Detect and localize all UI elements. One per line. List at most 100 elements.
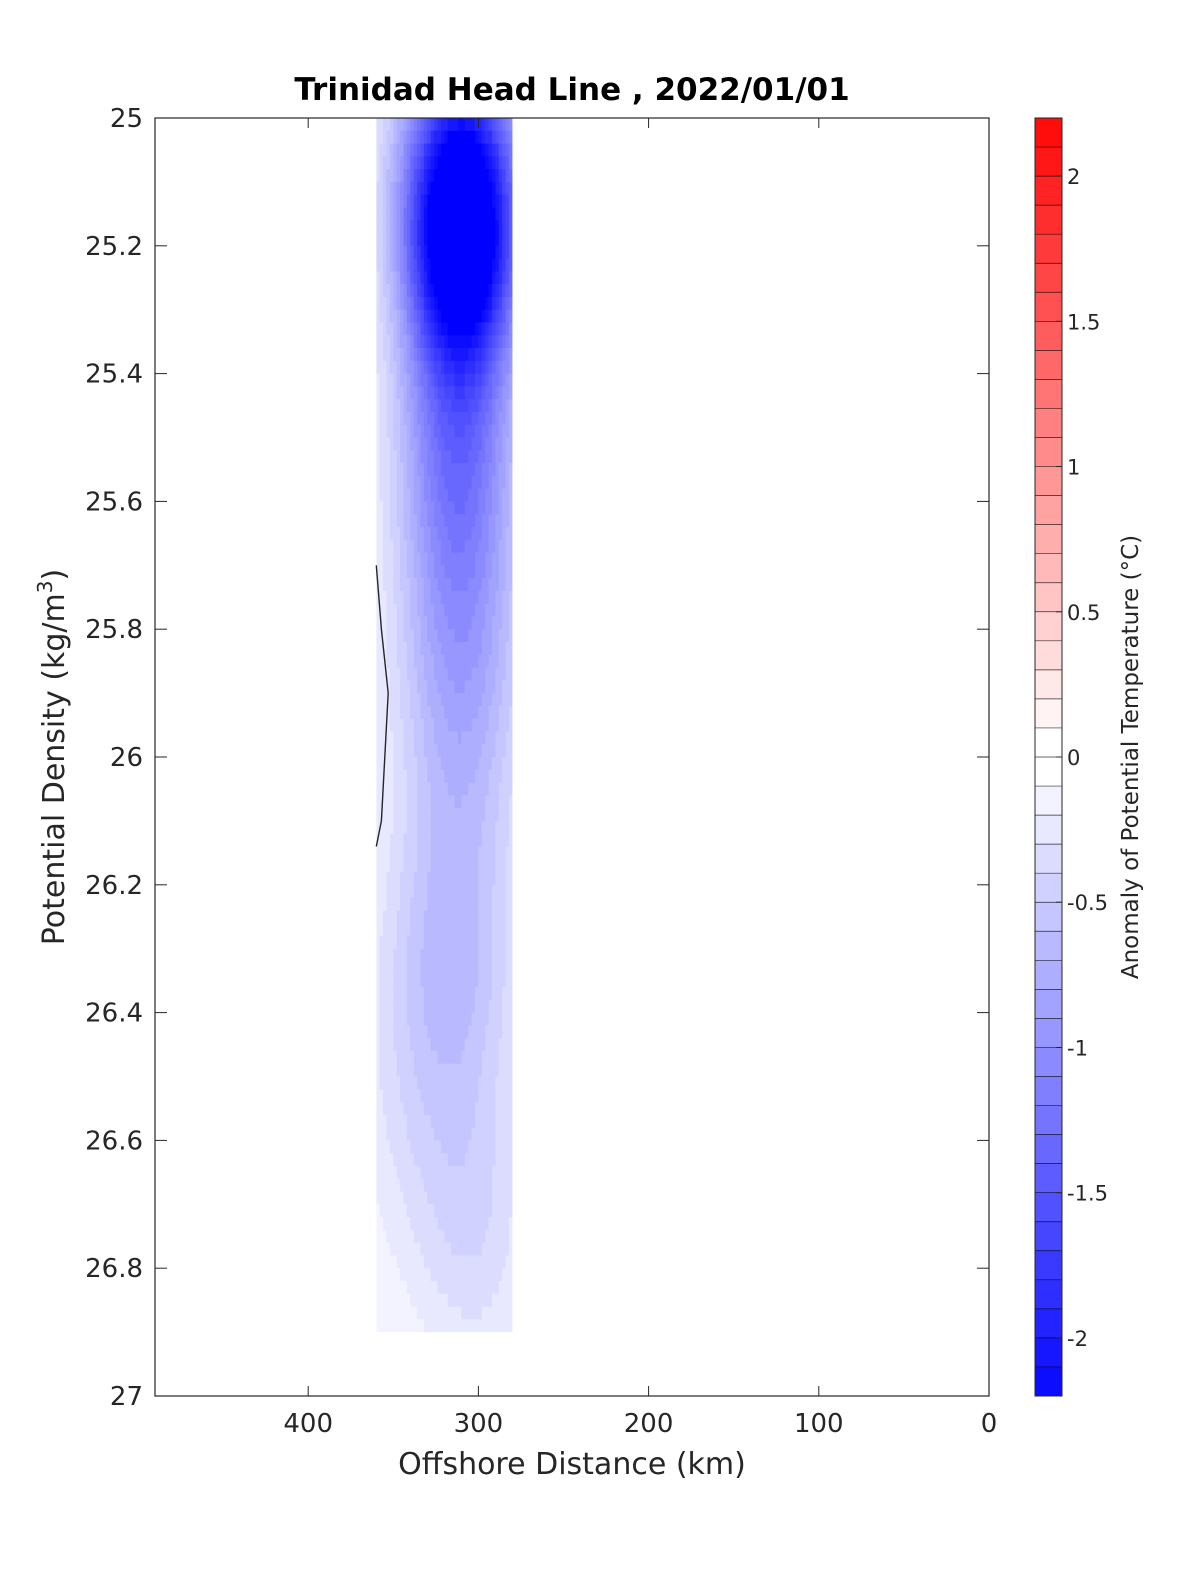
x-tick-label: 100 (794, 1409, 844, 1439)
heatmap-cell (505, 1165, 510, 1180)
heatmap-cell (481, 1025, 486, 1039)
colorbar-swatch (1035, 698, 1062, 729)
heatmap-cell (430, 667, 435, 681)
heatmap-cell (386, 552, 391, 566)
heatmap-cell (376, 271, 381, 285)
heatmap-cell (400, 1280, 405, 1295)
heatmap-cell (471, 897, 476, 911)
heatmap-cell (417, 194, 422, 209)
heatmap-cell (437, 348, 442, 362)
heatmap-cell (468, 935, 473, 950)
heatmap-cell (444, 961, 449, 975)
heatmap-cell (400, 1268, 405, 1282)
heatmap-cell (396, 565, 401, 579)
heatmap-cell (481, 1114, 486, 1129)
heatmap-cell (481, 872, 486, 886)
heatmap-cell (417, 1229, 422, 1244)
heatmap-cell (430, 450, 435, 464)
heatmap-cell (417, 411, 422, 426)
heatmap-cell (471, 335, 476, 349)
heatmap-cell (492, 641, 497, 656)
heatmap-cell (410, 846, 415, 860)
heatmap-cell (509, 897, 513, 911)
heatmap-cell (420, 411, 425, 426)
heatmap-cell (413, 296, 418, 311)
heatmap-cell (430, 539, 435, 554)
heatmap-cell (417, 833, 422, 848)
y-tick-label: 25.6 (85, 487, 143, 517)
heatmap-cell (492, 335, 497, 349)
heatmap-cell (440, 693, 445, 707)
heatmap-cell (509, 578, 513, 592)
heatmap-cell (413, 667, 418, 681)
heatmap-cell (386, 616, 391, 630)
heatmap-cell (417, 948, 422, 963)
heatmap-cell (485, 1229, 490, 1244)
heatmap-cell (502, 552, 507, 566)
heatmap-cell (430, 284, 435, 298)
heatmap-cell (461, 335, 466, 349)
heatmap-cell (492, 1012, 497, 1026)
heatmap-cell (457, 808, 462, 822)
heatmap-cell (502, 731, 507, 745)
heatmap-cell (393, 1038, 398, 1052)
heatmap-cell (492, 271, 497, 285)
heatmap-cell (440, 565, 445, 579)
heatmap-cell (471, 156, 476, 170)
heatmap-cell (502, 1153, 507, 1167)
heatmap-cell (430, 360, 435, 375)
heatmap-cell (434, 1127, 439, 1141)
heatmap-cell (468, 399, 473, 413)
heatmap-cell (423, 552, 428, 566)
heatmap-cell (376, 1217, 381, 1231)
heatmap-cell (464, 1255, 469, 1269)
heatmap-cell (457, 744, 462, 758)
heatmap-cell (471, 1191, 476, 1205)
heatmap-cell (376, 169, 381, 183)
heatmap-cell (488, 667, 493, 681)
heatmap-cell (427, 629, 432, 643)
heatmap-cell (386, 271, 391, 285)
heatmap-cell (386, 705, 391, 720)
heatmap-cell (420, 130, 425, 145)
heatmap-cell (417, 1050, 422, 1065)
heatmap-cell (509, 258, 513, 272)
heatmap-cell (498, 987, 503, 1001)
heatmap-cell (474, 782, 479, 796)
heatmap-cell (383, 1178, 388, 1193)
heatmap-cell (420, 897, 425, 911)
heatmap-cell (464, 718, 469, 733)
heatmap-cell (444, 1025, 449, 1039)
heatmap-cell (454, 271, 459, 285)
heatmap-cell (396, 795, 401, 809)
heatmap-cell (430, 744, 435, 758)
heatmap-cell (509, 373, 513, 387)
heatmap-cell (393, 1191, 398, 1205)
heatmap-cell (502, 782, 507, 796)
heatmap-cell (434, 603, 439, 618)
heatmap-cell (386, 143, 391, 157)
heatmap-cell (386, 399, 391, 413)
heatmap-cell (393, 1165, 398, 1180)
heatmap-cell (427, 999, 432, 1014)
heatmap-cell (376, 974, 381, 988)
heatmap-cell (420, 693, 425, 707)
heatmap-cell (434, 450, 439, 464)
heatmap-cell (474, 859, 479, 873)
heatmap-cell (474, 501, 479, 515)
heatmap-cell (505, 654, 510, 669)
heatmap-cell (400, 1242, 405, 1257)
heatmap-cell (468, 795, 473, 809)
heatmap-cell (406, 603, 411, 618)
heatmap-cell (447, 629, 452, 643)
heatmap-cell (396, 1025, 401, 1039)
heatmap-cell (440, 143, 445, 157)
heatmap-cell (505, 910, 510, 924)
heatmap-cell (379, 169, 384, 183)
heatmap-cell (396, 782, 401, 796)
heatmap-cell (451, 309, 456, 324)
heatmap-cell (505, 923, 510, 937)
heatmap-cell (454, 1306, 459, 1320)
heatmap-cell (413, 833, 418, 848)
heatmap-cell (451, 974, 456, 988)
